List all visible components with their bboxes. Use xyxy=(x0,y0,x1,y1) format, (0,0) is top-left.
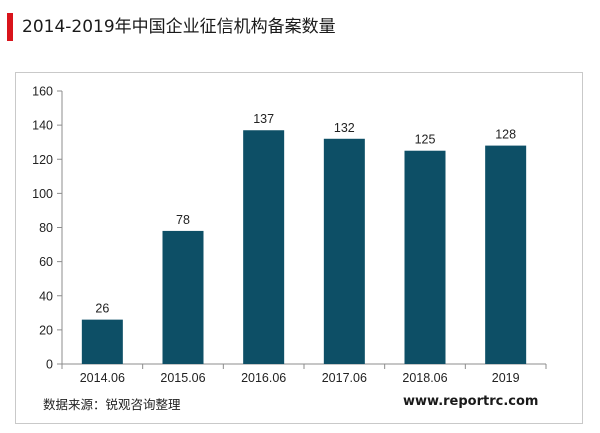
y-axis: 0 20 40 60 80 100 120 140 160 xyxy=(32,85,63,372)
y-tick-label: 80 xyxy=(39,221,53,235)
bar-value-label: 128 xyxy=(495,128,516,142)
y-tick-label: 100 xyxy=(32,187,53,201)
bars xyxy=(81,130,527,364)
bar xyxy=(485,145,527,364)
bar-value-label: 132 xyxy=(334,121,355,135)
bar xyxy=(243,130,285,364)
bar xyxy=(81,319,123,364)
x-axis: 2014.06 2015.06 2016.06 2017.06 2018.06 2019 xyxy=(61,363,547,385)
bar-value-label: 78 xyxy=(176,213,190,227)
x-tick-label: 2019 xyxy=(492,371,520,385)
y-tick-label: 140 xyxy=(32,119,53,133)
y-tick-label: 0 xyxy=(46,358,53,372)
bar-value-label: 125 xyxy=(415,133,436,147)
y-tick-label: 20 xyxy=(39,323,53,337)
data-source: 数据来源：锐观咨询整理 xyxy=(43,397,181,412)
bar-value-label: 137 xyxy=(253,112,274,126)
y-tick-label: 40 xyxy=(39,289,53,303)
y-tick-label: 160 xyxy=(32,85,53,99)
bar xyxy=(323,138,365,364)
x-tick-label: 2015.06 xyxy=(160,371,205,385)
x-tick-label: 2018.06 xyxy=(402,371,447,385)
x-tick-label: 2016.06 xyxy=(241,371,286,385)
x-tick-label: 2017.06 xyxy=(322,371,367,385)
bar-value-label: 26 xyxy=(95,302,109,316)
title-accent-bar xyxy=(7,13,13,41)
x-tick-label: 2014.06 xyxy=(80,371,125,385)
title-bar: 2014-2019年中国企业征信机构备案数量 xyxy=(0,0,600,54)
bar xyxy=(404,150,446,364)
website-link[interactable]: www.reportrc.com xyxy=(403,394,539,409)
data-labels: 26 78 137 132 125 128 xyxy=(95,112,516,315)
y-tick-label: 120 xyxy=(32,153,53,167)
page-title: 2014-2019年中国企业征信机构备案数量 xyxy=(22,17,336,37)
y-tick-label: 60 xyxy=(39,255,53,269)
bar xyxy=(162,230,204,364)
